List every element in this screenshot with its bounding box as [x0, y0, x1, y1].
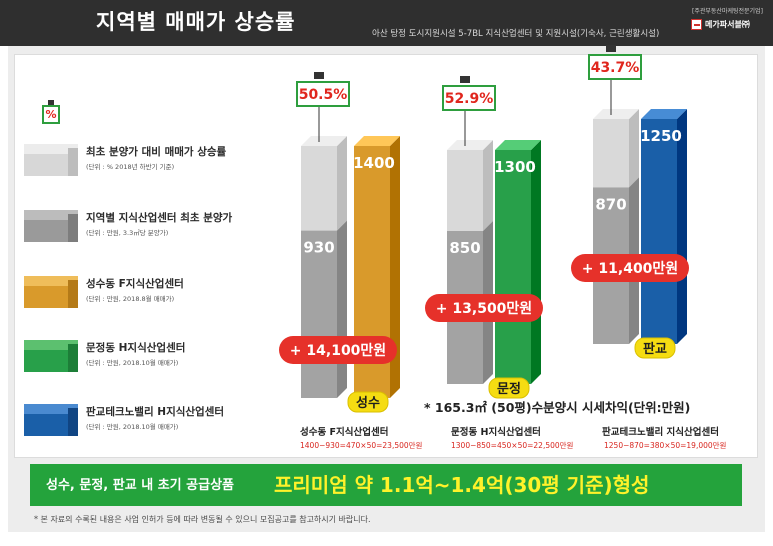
- brand-name: 메가파서블㈜: [705, 20, 750, 29]
- gain-pill-0: [279, 336, 397, 364]
- legend-label: 문정동 H지식산업센터: [86, 342, 186, 354]
- complex-name-munjeong: 문정동 H지식산업센터: [451, 427, 541, 438]
- brand-tagline: [주관부동산마케팅전문기업]: [692, 8, 763, 15]
- rise-rate-pin-icon-2: [606, 45, 616, 52]
- legend-label: 성수동 F지식산업센터: [86, 278, 184, 290]
- legend-label: 지역별 지식산업센터 최초 분양가: [86, 212, 233, 224]
- banner-headline: 프리미엄 약 1.1억~1.4억(30평 기준)형성: [274, 473, 650, 497]
- region-badge-label-1: 문정: [497, 381, 521, 397]
- rise-rate-bar-top-0: [301, 136, 347, 146]
- initial-price-bar-0: [301, 230, 337, 398]
- page-subtitle: 아산 탕정 도시지원시설 5-7BL 지식산업센터 및 지원시설(기숙사, 근린…: [372, 29, 660, 39]
- region-badge-label-2: 판교: [643, 341, 667, 357]
- region-badge-1: [488, 377, 530, 399]
- legend-swatch: [24, 210, 78, 242]
- legend-swatch: [24, 276, 78, 308]
- market-price-bar-top-2: [641, 109, 687, 119]
- page-title: 지역별 매매가 상승률: [96, 10, 296, 34]
- rise-rate-label-0: 50.5%: [299, 87, 348, 103]
- rise-rate-box-1: [442, 85, 496, 111]
- banner-lead-text: 성수, 문정, 판교 내 초기 공급상품: [46, 478, 234, 493]
- market-price-bar-side-0: [390, 136, 400, 398]
- initial-price-label-2: 870: [595, 195, 626, 213]
- complex-calc-munjeong: 1300−850=450×50=22,500만원: [451, 441, 574, 450]
- rise-rate-bar-2: [593, 119, 629, 188]
- rise-rate-bar-side-0: [337, 136, 347, 231]
- chart-footnote: * 165.3㎡ (50평)수분양시 시세차익(단위:만원): [424, 400, 691, 415]
- disclaimer: * 본 자료의 수록된 내용은 사업 인허가 등에 따라 변동될 수 있으니 모…: [34, 515, 371, 524]
- rise-rate-bar-top-2: [593, 109, 639, 119]
- legend-note: (단위 : 만원, 3.3㎡당 분양가): [86, 229, 169, 237]
- rise-rate-bar-0: [301, 146, 337, 231]
- rise-rate-bar-side-2: [629, 109, 639, 188]
- market-price-bar-top-0: [354, 136, 400, 146]
- rise-rate-pin-icon-0: [314, 72, 324, 79]
- gain-label-1: + 13,500만원: [436, 301, 532, 317]
- legend-swatch: [24, 144, 78, 176]
- market-price-label-0: 1400: [353, 154, 395, 172]
- gain-label-2: + 11,400만원: [582, 261, 678, 277]
- complex-name-seongsu: 성수동 F지식산업센터: [300, 427, 389, 438]
- legend-label: 판교테크노밸리 H지식산업센터: [86, 406, 225, 418]
- legend-note: (단위 : % 2018년 하반기 기준): [86, 163, 175, 171]
- market-price-label-1: 1300: [494, 158, 536, 176]
- market-price-bar-side-2: [677, 109, 687, 344]
- gain-pill-1: [425, 294, 543, 322]
- legend-swatch: [24, 404, 78, 436]
- legend-note: (단위 : 만원, 2018.8월 매매가): [86, 295, 175, 303]
- market-price-bar-2: [641, 119, 677, 344]
- market-price-bar-1: [495, 150, 531, 384]
- initial-price-bar-side-0: [337, 220, 347, 398]
- premium-banner: [30, 464, 742, 506]
- market-price-label-2: 1250: [640, 127, 682, 145]
- gain-label-0: + 14,100만원: [290, 343, 386, 359]
- gain-pill-2: [571, 254, 689, 282]
- percent-symbol: %: [42, 105, 60, 124]
- complex-calc-seongsu: 1400−930=470×50=23,500만원: [300, 441, 423, 450]
- rise-rate-bar-top-1: [447, 140, 493, 150]
- region-badge-label-0: 성수: [356, 396, 380, 411]
- rise-rate-bar-side-1: [483, 140, 493, 231]
- initial-price-label-0: 930: [303, 239, 334, 257]
- rise-rate-box-0: [296, 81, 350, 107]
- region-badge-0: [347, 391, 389, 413]
- legend-note: (단위 : 만원, 2018.10월 매매가): [86, 423, 179, 431]
- brand-logo-icon: [691, 19, 702, 30]
- percent-tag-icon: %: [42, 100, 60, 124]
- rise-rate-pin-icon-1: [460, 76, 470, 83]
- initial-price-label-1: 850: [449, 239, 480, 257]
- complex-calc-pangyo: 1250−870=380×50=19,000만원: [604, 441, 727, 450]
- legend-swatch: [24, 340, 78, 372]
- rise-rate-box-2: [588, 54, 642, 80]
- region-badge-2: [634, 337, 676, 359]
- rise-rate-bar-1: [447, 150, 483, 231]
- rise-rate-label-1: 52.9%: [445, 91, 494, 107]
- header-bar: [0, 0, 773, 46]
- rise-rate-label-2: 43.7%: [591, 60, 640, 76]
- market-price-bar-side-1: [531, 140, 541, 384]
- legend-label: 최초 분양가 대비 매매가 상승률: [86, 146, 227, 158]
- market-price-bar-top-1: [495, 140, 541, 150]
- complex-name-pangyo: 판교테크노밸리 지식산업센터: [602, 427, 719, 438]
- legend-note: (단위 : 만원, 2018.10월 매매가): [86, 359, 179, 367]
